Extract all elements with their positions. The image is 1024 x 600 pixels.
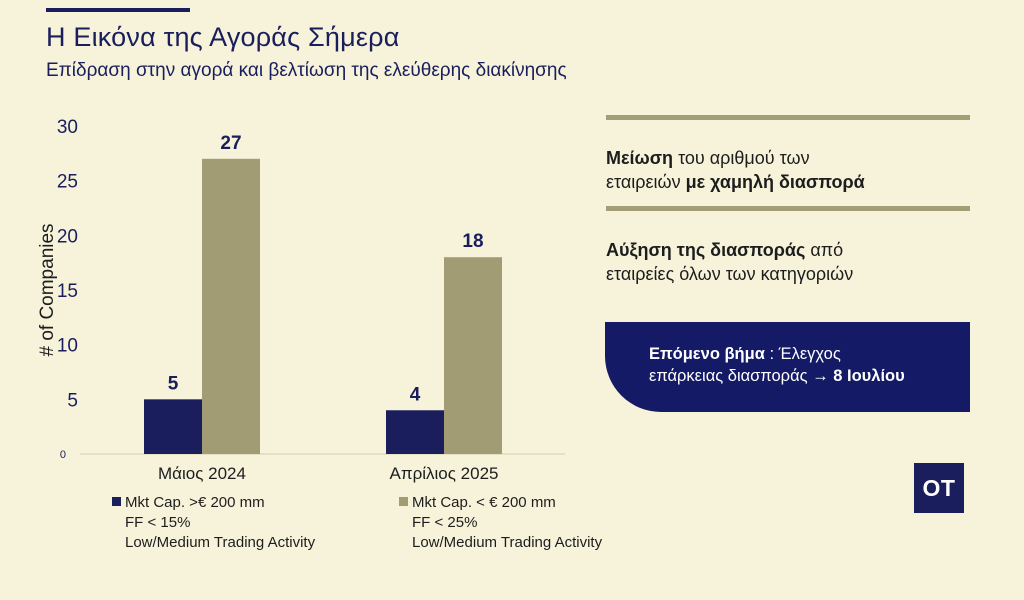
legend-line-3: Low/Medium Trading Activity	[125, 534, 316, 551]
next-step-line2: επάρκειας διασποράς	[649, 367, 808, 385]
panel-divider-top	[606, 115, 970, 120]
y-tick-label: 20	[57, 226, 78, 247]
panel-divider-middle	[606, 206, 970, 211]
insight-reduction-text: του αριθμού των	[673, 148, 810, 168]
insight-reduction-line2: εταιρειών	[606, 172, 686, 192]
top-accent-rule	[46, 8, 190, 12]
x-tick-label: Μάιος 2024	[158, 464, 246, 483]
data-label: 4	[410, 384, 421, 405]
page-title: Η Εικόνα της Αγοράς Σήμερα	[46, 22, 400, 52]
x-tick-label: Απρίλιος 2025	[390, 464, 499, 483]
legend-line-2: FF < 25%	[412, 514, 478, 531]
page-subtitle: Επίδραση στην αγορά και βελτίωση της ελε…	[46, 60, 567, 81]
legend-item-series-2: Mkt Cap. < € 200 mm FF < 25% Low/Medium …	[399, 493, 602, 553]
y-tick-label: 25	[57, 172, 78, 193]
data-label: 18	[462, 231, 483, 252]
bar	[444, 257, 502, 454]
insight-reduction-bold: Μείωση	[606, 148, 674, 168]
next-step-text: : Έλεγχος	[764, 345, 841, 363]
bar	[386, 410, 444, 454]
legend-line-1: Mkt Cap. < € 200 mm	[412, 494, 556, 511]
insight-reduction: Μείωση του αριθμού των εταιρειών με χαμη…	[606, 146, 970, 194]
arrow-right-icon: →	[807, 367, 834, 385]
ot-logo: OT	[914, 463, 964, 513]
y-tick-label: 5	[67, 390, 78, 411]
y-tick-label: 15	[57, 281, 78, 302]
legend-line-1: Mkt Cap. >€ 200 mm	[125, 494, 265, 511]
legend-line-2: FF < 15%	[125, 514, 191, 531]
data-label: 5	[168, 373, 179, 394]
bar	[144, 399, 202, 454]
next-step-callout: Επόμενο βήμα : Έλεγχος επάρκειας διασπορ…	[605, 322, 970, 412]
y-axis-label: # of Companies	[37, 223, 58, 356]
next-step-label: Επόμενο βήμα	[649, 345, 765, 363]
data-label: 27	[220, 133, 241, 154]
y-tick-label: 30	[57, 117, 78, 138]
legend-item-series-1: Mkt Cap. >€ 200 mm FF < 15% Low/Medium T…	[112, 493, 315, 553]
legend-swatch-series-1	[112, 497, 121, 506]
insight-increase: Αύξηση της διασποράς από εταιρείες όλων …	[606, 238, 970, 286]
y-tick-label: 0	[60, 449, 66, 461]
y-tick-label: 10	[57, 336, 78, 357]
legend-line-3: Low/Medium Trading Activity	[412, 534, 603, 551]
next-step-date: 8 Ιουλίου	[833, 367, 905, 385]
insight-increase-line2: εταιρείες όλων των κατηγοριών	[606, 264, 854, 284]
bar	[202, 158, 260, 455]
insight-increase-bold: Αύξηση της διασποράς	[606, 240, 806, 260]
insight-reduction-line2-bold: με χαμηλή διασπορά	[685, 172, 865, 192]
insight-increase-text: από	[805, 240, 844, 260]
legend-swatch-series-2	[399, 497, 408, 506]
